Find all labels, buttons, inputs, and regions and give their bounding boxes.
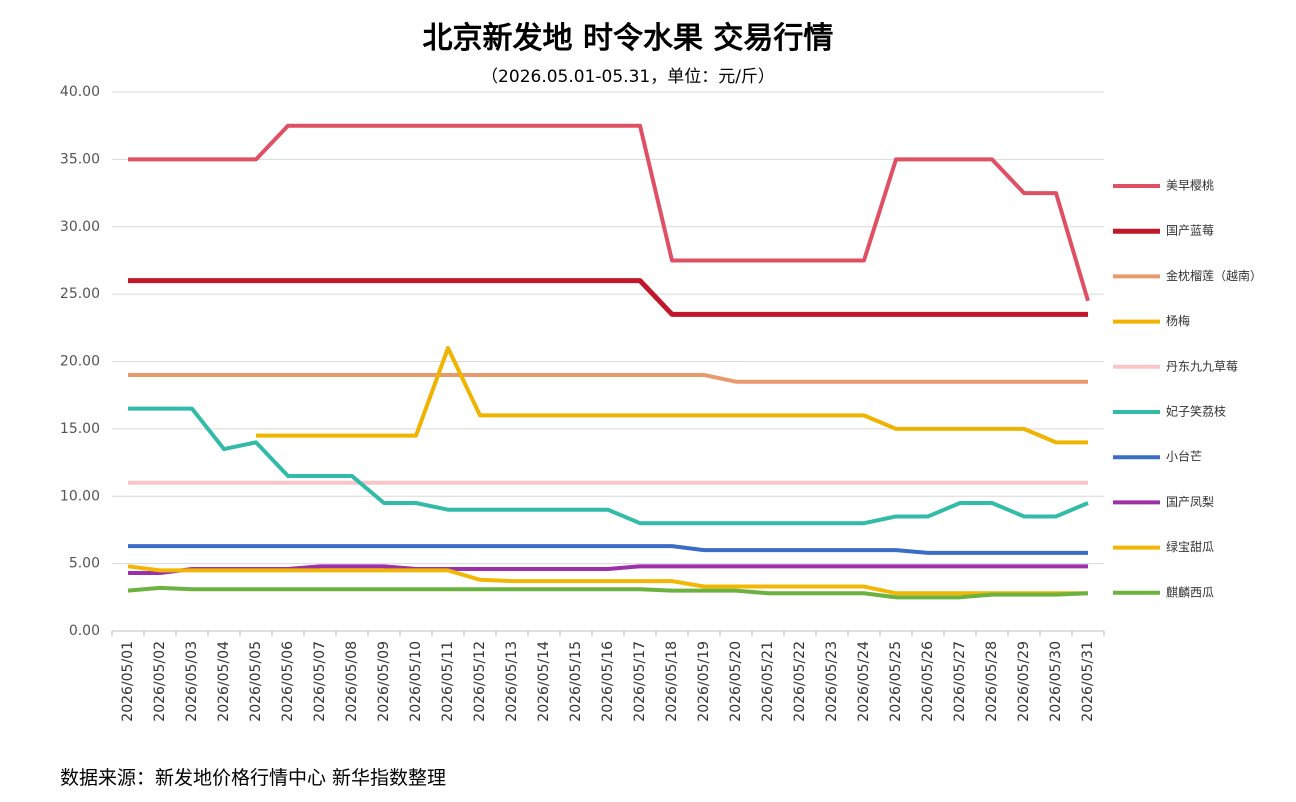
x-tick-label: 2026/05/22 [792, 641, 808, 722]
x-tick-label: 2026/05/07 [312, 641, 328, 722]
x-tick-label: 2026/05/15 [568, 641, 584, 722]
x-tick-label: 2026/05/14 [536, 641, 552, 722]
x-tick-label: 2026/05/09 [376, 641, 392, 722]
x-tick-label: 2026/05/04 [216, 641, 232, 722]
x-tick-label: 2026/05/19 [696, 641, 712, 722]
y-tick-label: 25.00 [60, 286, 100, 302]
y-tick-label: 0.00 [69, 623, 100, 639]
x-tick-label: 2026/05/01 [120, 641, 136, 722]
x-tick-label: 2026/05/11 [440, 641, 456, 722]
legend-label: 国产蓝莓 [1166, 224, 1214, 238]
x-tick-label: 2026/05/05 [248, 641, 264, 722]
x-tick-label: 2026/05/31 [1080, 641, 1096, 722]
x-tick-label: 2026/05/23 [824, 641, 840, 722]
y-tick-label: 20.00 [60, 354, 100, 370]
x-tick-label: 2026/05/02 [152, 641, 168, 722]
legend-label: 麒麟西瓜 [1166, 584, 1214, 599]
legend-label: 美早樱桃 [1166, 178, 1214, 193]
series-line [127, 564, 1088, 596]
x-tick-label: 2026/05/03 [184, 641, 200, 722]
x-tick-label: 2026/05/12 [472, 641, 488, 722]
series-line [128, 406, 1089, 526]
legend-label: 国产凤梨 [1166, 495, 1214, 509]
x-tick-label: 2026/05/29 [1016, 641, 1032, 722]
legend-label: 绿宝甜瓜 [1166, 539, 1214, 554]
series-line [128, 123, 1090, 302]
x-tick-label: 2026/05/26 [920, 641, 936, 722]
x-tick-label: 2026/05/24 [856, 641, 872, 722]
y-tick-label: 5.00 [69, 556, 100, 572]
series-line [256, 346, 1088, 445]
x-tick-label: 2026/05/17 [632, 641, 648, 722]
source-note: 数据来源：新发地价格行情中心 新华指数整理 [60, 767, 446, 789]
y-tick-label: 40.00 [60, 84, 100, 100]
series-line [128, 372, 1088, 384]
series-line [128, 544, 1088, 555]
y-tick-label: 15.00 [60, 421, 100, 437]
series-line [127, 585, 1089, 600]
legend-label: 金枕榴莲（越南） [1166, 268, 1262, 283]
x-tick-label: 2026/05/13 [504, 641, 520, 722]
legend-label: 杨梅 [1166, 313, 1190, 328]
chart-title: 北京新发地 时令水果 交易行情 [423, 21, 834, 56]
legend-label: 妃子笑荔枝 [1166, 404, 1226, 419]
y-tick-label: 10.00 [60, 488, 100, 504]
legend-label: 小台芒 [1166, 449, 1202, 464]
y-tick-label: 30.00 [60, 219, 100, 235]
x-tick-label: 2026/05/27 [952, 641, 968, 722]
x-tick-label: 2026/05/21 [760, 641, 776, 722]
x-tick-label: 2026/05/18 [664, 641, 680, 722]
x-tick-label: 2026/05/10 [408, 641, 424, 722]
x-tick-label: 2026/05/16 [600, 641, 616, 722]
x-tick-label: 2026/05/28 [984, 641, 1000, 722]
x-tick-label: 2026/05/20 [728, 641, 744, 722]
x-tick-label: 2026/05/30 [1048, 641, 1064, 722]
x-tick-label: 2026/05/25 [888, 641, 904, 722]
y-tick-label: 35.00 [60, 151, 100, 167]
legend-label: 丹东九九草莓 [1166, 359, 1238, 373]
series-line [128, 278, 1088, 317]
x-tick-label: 2026/05/06 [280, 641, 296, 722]
chart-subtitle: （2026.05.01-05.31，单位：元/斤） [481, 67, 775, 87]
x-tick-label: 2026/05/08 [344, 641, 360, 722]
